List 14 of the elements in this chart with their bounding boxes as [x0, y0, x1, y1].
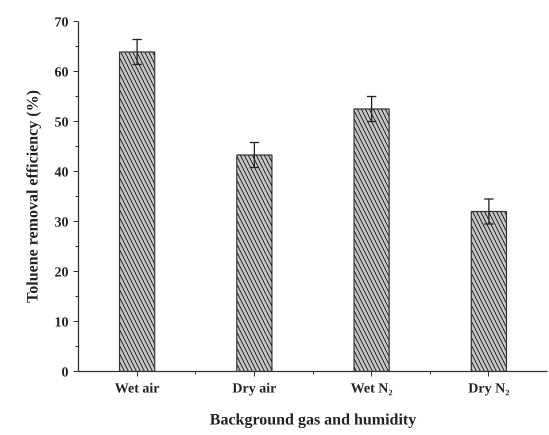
y-tick-label: 30	[54, 216, 68, 230]
x-tick-label: Wet N₂	[350, 382, 393, 396]
y-tick-label: 50	[54, 116, 68, 130]
y-tick-label: 20	[54, 266, 68, 280]
y-tick-label: 0	[62, 366, 68, 380]
y-tick-label: 10	[54, 316, 68, 330]
x-axis-title: Background gas and humidity	[210, 412, 416, 428]
x-tick-label: Dry air	[232, 382, 276, 396]
x-tick-label: Dry N₂	[468, 382, 510, 396]
x-tick-label: Wet air	[114, 382, 160, 396]
y-tick-label: 70	[54, 16, 68, 30]
y-tick-label: 40	[54, 166, 68, 180]
y-axis-title: Toluene removal efficiency (%)	[24, 90, 42, 303]
y-tick-label: 60	[54, 66, 68, 80]
